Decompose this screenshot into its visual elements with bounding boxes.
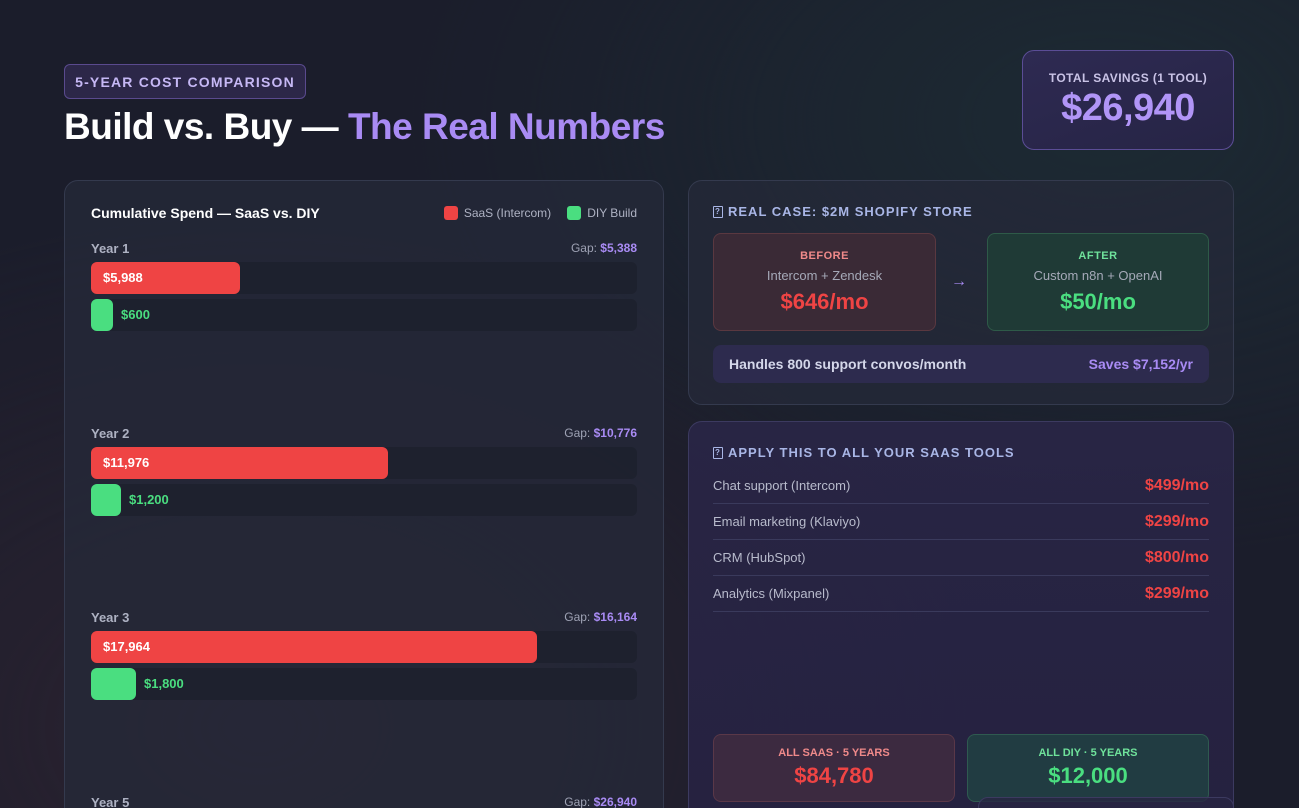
all-diy-label: ALL DIY · 5 YEARS (1038, 747, 1138, 759)
before-price: $646/mo (780, 288, 869, 314)
saas-tools-title-text: APPLY THIS TO ALL YOUR SAAS TOOLS (728, 445, 1015, 460)
all-saas-total: ALL SAAS · 5 YEARS $84,780 (713, 734, 955, 802)
diy-bar-label: $1,200 (129, 492, 169, 507)
year-group: Year 5 Gap: $26,940 (91, 795, 637, 808)
page-title: Build vs. Buy — The Real Numbers (64, 106, 665, 148)
saas-tools-card: ? APPLY THIS TO ALL YOUR SAAS TOOLS Chat… (688, 421, 1234, 808)
year-group: Year 3 Gap: $16,164 $17,964 $1,800 (91, 610, 637, 700)
chart-legend: SaaS (Intercom) DIY Build (443, 206, 637, 220)
chart-title: Cumulative Spend — SaaS vs. DIY (91, 205, 320, 221)
gap-prefix: Gap: (570, 241, 601, 255)
year-label: Year 5 (91, 795, 130, 808)
legend-item-saas: SaaS (Intercom) (443, 206, 552, 220)
tool-list: Chat support (Intercom) $499/mo Email ma… (713, 468, 1209, 612)
year-header: Year 3 Gap: $16,164 (91, 610, 637, 626)
year-header: Year 5 Gap: $26,940 (91, 795, 637, 808)
gap-prefix: Gap: (564, 610, 594, 624)
title-accent: The Real Numbers (347, 106, 665, 147)
year-header: Year 2 Gap: $10,776 (91, 426, 637, 442)
before-stack: Intercom + Zendesk (766, 267, 883, 283)
all-diy-total: ALL DIY · 5 YEARS $12,000 (967, 734, 1209, 802)
missing-glyph-icon: ? (713, 205, 723, 218)
gap-value: $10,776 (593, 426, 637, 440)
diy-bar-track: $1,200 (91, 484, 637, 516)
diy-bar (91, 484, 121, 516)
diy-bar (91, 299, 113, 331)
year-group: Year 2 Gap: $10,776 $11,976 $1,200 (91, 426, 637, 516)
tool-price: $299/mo (1144, 584, 1209, 602)
saas-bar-track: $5,988 (91, 262, 637, 294)
list-item: Analytics (Mixpanel) $299/mo (713, 576, 1209, 612)
legend-label-diy: DIY Build (587, 206, 637, 220)
gap-label: Gap: $10,776 (564, 426, 637, 442)
all-diy-value: $12,000 (1048, 763, 1128, 788)
legend-item-diy: DIY Build (567, 206, 637, 220)
diy-bar-track: $600 (91, 299, 637, 331)
year-label: Year 2 (91, 426, 130, 441)
gap-value: $26,940 (593, 795, 637, 808)
year-label: Year 1 (91, 241, 130, 256)
legend-swatch-saas (443, 206, 458, 220)
real-case-title: ? REAL CASE: $2M SHOPIFY STORE (713, 204, 973, 219)
gap-label: Gap: $16,164 (564, 610, 637, 626)
tool-price: $499/mo (1144, 476, 1209, 494)
saas-tools-title: ? APPLY THIS TO ALL YOUR SAAS TOOLS (713, 445, 1015, 460)
total-savings-value: $26,940 (1061, 86, 1195, 129)
tool-name: Chat support (Intercom) (713, 478, 851, 493)
saas-bar: $17,964 (91, 631, 537, 663)
gap-prefix: Gap: (564, 426, 594, 440)
saas-bar-label: $11,976 (103, 455, 150, 470)
tool-price: $299/mo (1144, 512, 1209, 530)
diy-bar-label: $1,800 (144, 676, 184, 691)
diy-bar-label: $600 (121, 307, 150, 322)
tool-name: Analytics (Mixpanel) (713, 586, 830, 601)
saas-bar-track: $11,976 (91, 447, 637, 479)
before-box: BEFORE Intercom + Zendesk $646/mo (713, 233, 936, 331)
diy-bar-track: $1,800 (91, 668, 637, 700)
all-saas-label: ALL SAAS · 5 YEARS (778, 747, 890, 759)
total-savings-label: TOTAL SAVINGS (1 TOOL) (1048, 70, 1208, 85)
year-group: Year 1 Gap: $5,388 $5,988 $600 (91, 241, 637, 331)
overlapping-card-edge (978, 797, 1234, 808)
tool-name: Email marketing (Klaviyo) (713, 514, 861, 529)
real-case-title-text: REAL CASE: $2M SHOPIFY STORE (728, 204, 973, 219)
list-item: Email marketing (Klaviyo) $299/mo (713, 504, 1209, 540)
saas-bar-label: $17,964 (103, 639, 150, 654)
all-saas-value: $84,780 (794, 763, 874, 788)
tool-price: $800/mo (1144, 548, 1209, 566)
after-stack: Custom n8n + OpenAI (1033, 267, 1163, 283)
list-item: CRM (HubSpot) $800/mo (713, 540, 1209, 576)
after-tag: AFTER (1078, 249, 1118, 262)
saas-bar-track: $17,964 (91, 631, 637, 663)
missing-glyph-icon: ? (713, 446, 723, 459)
saas-bar: $5,988 (91, 262, 240, 294)
gap-value: $5,388 (600, 241, 637, 255)
list-item: Chat support (Intercom) $499/mo (713, 468, 1209, 504)
case-savings: Saves $7,152/yr (1088, 356, 1193, 372)
diy-bar (91, 668, 136, 700)
gap-label: Gap: $5,388 (571, 241, 637, 257)
year-header: Year 1 Gap: $5,388 (91, 241, 637, 257)
case-summary-bar: Handles 800 support convos/month Saves $… (713, 345, 1209, 383)
title-main: Build vs. Buy — (64, 106, 348, 147)
legend-swatch-diy (567, 206, 582, 220)
total-savings-card: TOTAL SAVINGS (1 TOOL) $26,940 (1022, 50, 1234, 150)
case-volume: Handles 800 support convos/month (729, 356, 967, 372)
real-case-card: ? REAL CASE: $2M SHOPIFY STORE BEFORE In… (688, 180, 1234, 405)
after-box: AFTER Custom n8n + OpenAI $50/mo (987, 233, 1209, 331)
tool-name: CRM (HubSpot) (713, 550, 806, 565)
arrow-right-icon: → (951, 273, 967, 290)
year-label: Year 3 (91, 610, 130, 625)
gap-value: $16,164 (593, 610, 637, 624)
saas-bar: $11,976 (91, 447, 388, 479)
gap-prefix: Gap: (564, 795, 594, 808)
section-badge: 5-YEAR COST COMPARISON (64, 64, 306, 99)
gap-label: Gap: $26,940 (564, 795, 637, 808)
after-price: $50/mo (1060, 288, 1136, 314)
cumulative-spend-chart: Cumulative Spend — SaaS vs. DIY SaaS (In… (64, 180, 664, 808)
saas-bar-label: $5,988 (103, 270, 143, 285)
before-tag: BEFORE (800, 249, 849, 262)
legend-label-saas: SaaS (Intercom) (463, 206, 552, 220)
